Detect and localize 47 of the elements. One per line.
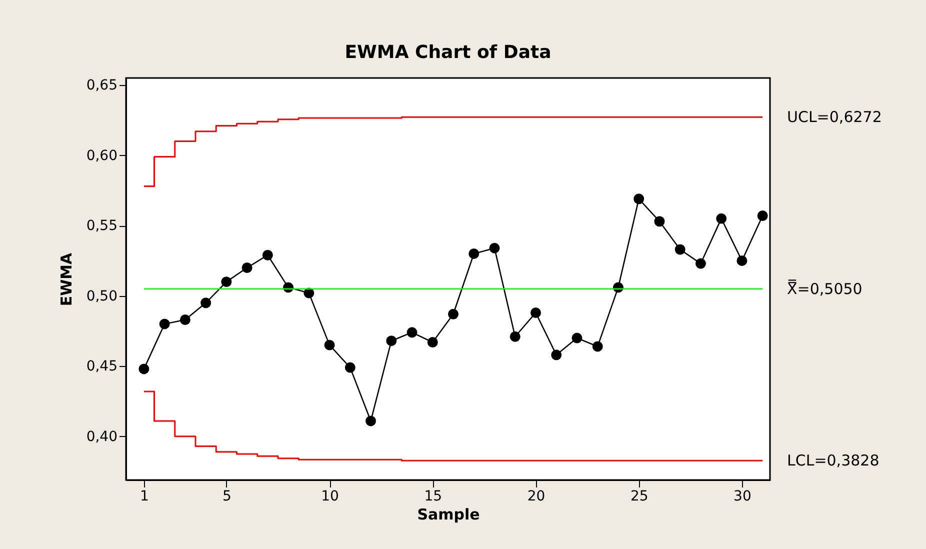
point — [406, 327, 418, 338]
point — [221, 276, 232, 288]
point — [200, 298, 212, 308]
x-tick-label: 30 — [734, 488, 752, 504]
y-tick-label: 0,65 — [86, 78, 118, 94]
point — [427, 337, 438, 348]
point — [592, 341, 603, 352]
point — [695, 258, 706, 269]
y-tick-label: 0,45 — [86, 358, 118, 375]
point — [736, 255, 748, 266]
point — [180, 314, 190, 325]
point — [138, 364, 150, 374]
x-tick-label: 15 — [424, 488, 442, 504]
point — [510, 331, 520, 342]
point — [530, 308, 541, 318]
ref-line-label: X̿=0,5050 — [787, 279, 862, 298]
point — [654, 216, 665, 227]
point — [489, 242, 500, 254]
point — [366, 416, 376, 426]
y-axis-title: EWMA — [57, 252, 76, 306]
series-label: UCL=0,6272 — [787, 108, 882, 126]
point — [716, 213, 727, 224]
chart-title: EWMA Chart of Data — [344, 42, 552, 63]
series-label: LCL=0,3828 — [787, 452, 880, 470]
point — [448, 308, 458, 320]
x-axis-title: Sample — [417, 506, 480, 524]
x-tick-label: 5 — [222, 488, 232, 504]
point — [757, 210, 768, 221]
point — [634, 194, 644, 204]
point — [324, 340, 335, 350]
point — [674, 244, 686, 255]
point — [386, 336, 397, 346]
point — [262, 250, 273, 260]
y-tick-label: 0,60 — [86, 148, 118, 164]
x-tick-label: 10 — [321, 488, 339, 504]
y-tick-label: 0,55 — [86, 218, 118, 234]
x-tick-label: 1 — [140, 488, 149, 504]
point — [551, 350, 562, 360]
y-tick-label: 0,50 — [86, 288, 118, 304]
point — [159, 318, 170, 330]
point — [572, 332, 582, 344]
point — [468, 248, 480, 259]
point — [344, 362, 356, 373]
x-tick-label: 20 — [527, 488, 546, 504]
x-tick-label: 25 — [630, 488, 648, 504]
point — [242, 262, 252, 273]
y-tick-label: 0,40 — [86, 428, 118, 445]
